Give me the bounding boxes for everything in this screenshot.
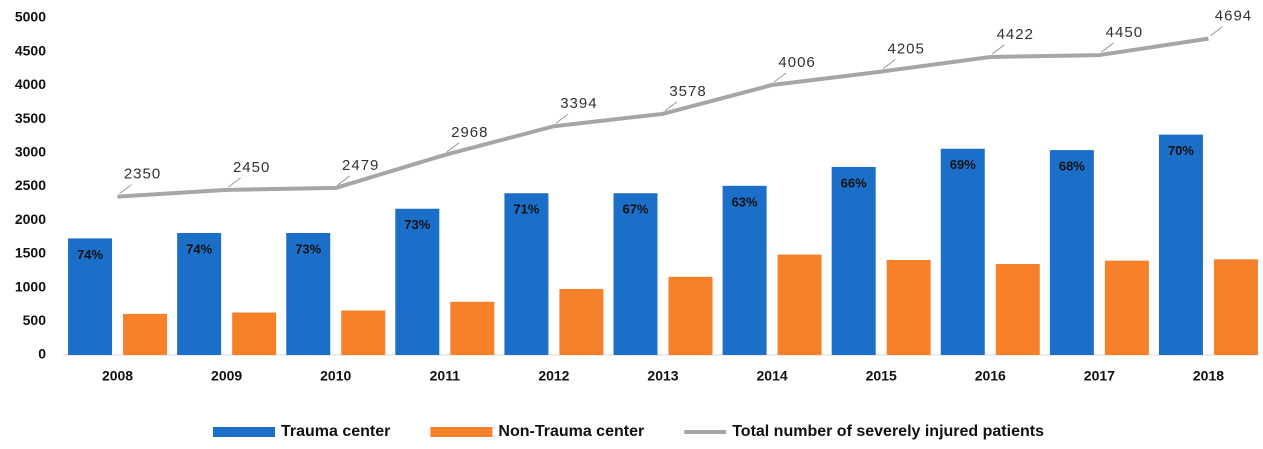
x-tick-label: 2013: [647, 368, 678, 384]
bar: [123, 313, 168, 355]
x-tick-label: 2014: [757, 368, 788, 384]
bar: [613, 193, 658, 355]
y-tick-label: 4500: [15, 42, 46, 58]
value-label: 4694: [1215, 8, 1252, 25]
bar: [341, 310, 386, 355]
y-tick-label: 1000: [15, 278, 46, 294]
percent-label: 67%: [622, 202, 648, 217]
value-label: 4006: [778, 54, 815, 71]
y-tick-label: 5000: [15, 9, 46, 25]
value-label: 2350: [124, 166, 161, 183]
leader-line: [446, 142, 460, 153]
y-tick-label: 4000: [15, 76, 46, 92]
percent-label: 63%: [732, 194, 758, 209]
bar: [395, 208, 440, 355]
y-tick-label: 500: [23, 312, 47, 328]
x-tick-label: 2017: [1084, 368, 1115, 384]
y-tick-label: 3500: [15, 110, 46, 126]
legend-label: Total number of severely injured patient…: [732, 423, 1044, 440]
leader-line: [882, 59, 896, 69]
x-tick-label: 2010: [320, 368, 351, 384]
percent-label: 69%: [950, 157, 976, 172]
x-tick-label: 2016: [975, 368, 1006, 384]
bar: [886, 259, 931, 355]
percent-label: 66%: [841, 175, 867, 190]
percent-label: 74%: [186, 241, 212, 256]
bar: [286, 233, 331, 355]
value-label: 3578: [669, 83, 706, 100]
x-tick-label: 2009: [211, 368, 242, 384]
percent-label: 71%: [513, 202, 539, 217]
leader-line: [1210, 26, 1223, 37]
x-tick-label: 2008: [102, 368, 133, 384]
bar: [940, 148, 985, 355]
x-tick-label: 2015: [866, 368, 897, 384]
legend-label: Non-Trauma center: [498, 423, 644, 440]
bar: [722, 185, 767, 355]
legend-swatch: [430, 427, 493, 437]
y-tick-label: 3000: [15, 144, 46, 160]
leader-line: [773, 72, 787, 83]
value-label: 4450: [1106, 24, 1143, 41]
bar: [777, 254, 822, 355]
bar: [668, 276, 713, 355]
percent-label: 73%: [295, 241, 321, 256]
leader-line: [1101, 42, 1114, 53]
bar: [68, 238, 113, 355]
leader-line: [664, 101, 678, 112]
leader-line: [337, 175, 351, 186]
y-tick-label: 2500: [15, 177, 46, 193]
value-label: 2479: [342, 157, 379, 174]
value-label: 2968: [451, 124, 488, 141]
bar: [177, 233, 222, 355]
leader-line: [228, 177, 241, 188]
percent-label: 74%: [77, 247, 103, 262]
x-tick-label: 2012: [538, 368, 569, 384]
bar: [1158, 134, 1203, 355]
percent-label: 73%: [404, 217, 430, 232]
bar: [504, 193, 549, 355]
line-series: [117, 36, 1209, 199]
bar: [1104, 260, 1149, 355]
bar: [450, 301, 495, 355]
percent-label: 70%: [1168, 143, 1194, 158]
bar: [1049, 150, 1094, 355]
y-tick-label: 1500: [15, 245, 46, 261]
bar: [232, 312, 277, 355]
y-tick-label: 2000: [15, 211, 46, 227]
y-tick-label: 0: [38, 346, 46, 362]
bar: [831, 166, 876, 355]
percent-label: 68%: [1059, 159, 1085, 174]
leader-line: [119, 184, 132, 195]
bar: [1213, 259, 1258, 355]
bar: [995, 264, 1040, 355]
bar: [559, 288, 604, 355]
legend-label: Trauma center: [281, 423, 390, 440]
value-label: 4422: [997, 26, 1034, 43]
value-label: 2450: [233, 159, 270, 176]
legend-swatch: [213, 427, 275, 437]
value-label: 3394: [560, 95, 597, 112]
value-label: 4205: [887, 41, 924, 58]
leader-line: [991, 44, 1005, 55]
x-tick-label: 2018: [1193, 368, 1224, 384]
leader-line: [555, 113, 569, 124]
x-tick-label: 2011: [430, 368, 461, 384]
